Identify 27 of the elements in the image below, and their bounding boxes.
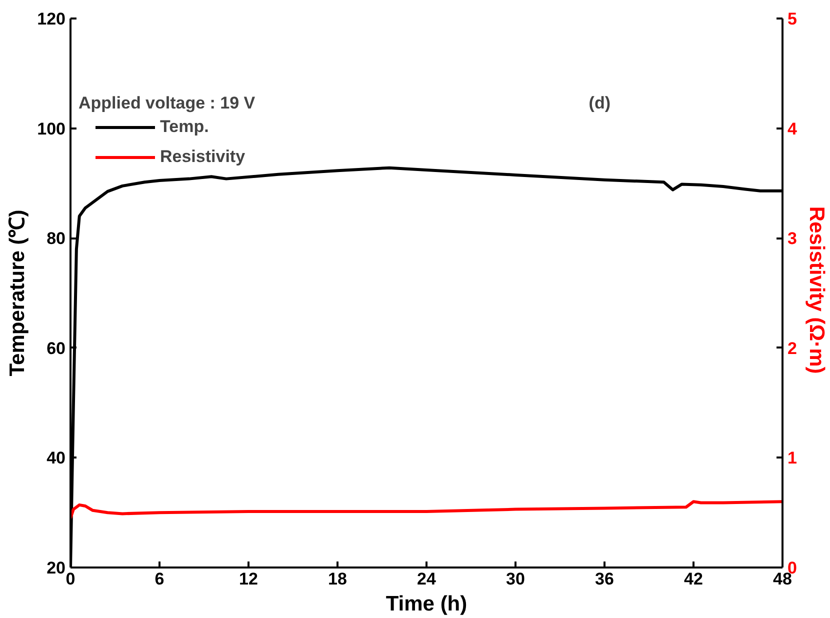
y2-tick-label: 1 — [788, 448, 797, 468]
y2-tick-label: 5 — [788, 10, 797, 28]
line-series — [70, 500, 782, 520]
x-tick-label: 6 — [154, 570, 164, 588]
x-axis-title: Time (h) — [386, 592, 468, 616]
y2-tick-label: 3 — [788, 229, 797, 248]
x-tick-label: 30 — [506, 570, 525, 588]
y2-tick-label: 2 — [788, 338, 797, 358]
x-tick-label: 24 — [417, 570, 436, 588]
y-tick-label: 40 — [46, 448, 66, 468]
y-tick-label: 60 — [46, 338, 66, 358]
y2-tick-label: 4 — [788, 119, 798, 138]
y-tick-label: 100 — [37, 119, 66, 138]
y-tick-label: 20 — [46, 558, 66, 578]
y-tick-label: 120 — [37, 10, 66, 28]
x-tick-label: 42 — [684, 570, 703, 588]
legend-label: Resistivity — [160, 147, 246, 167]
x-tick-label: 12 — [239, 570, 258, 588]
x-tick-label: 0 — [66, 570, 76, 588]
x-tick-label: 18 — [328, 570, 347, 588]
annotation: Applied voltage : 19 V — [78, 94, 256, 112]
y-axis-title: Temperature (℃) — [6, 210, 30, 376]
y-tick-label: 80 — [46, 229, 66, 248]
legend-label: Temp. — [160, 117, 209, 137]
annotation: (d) — [588, 94, 611, 112]
x-tick-label: 36 — [595, 570, 614, 588]
y2-axis-title: Resistivity (Ω·m) — [804, 206, 828, 374]
